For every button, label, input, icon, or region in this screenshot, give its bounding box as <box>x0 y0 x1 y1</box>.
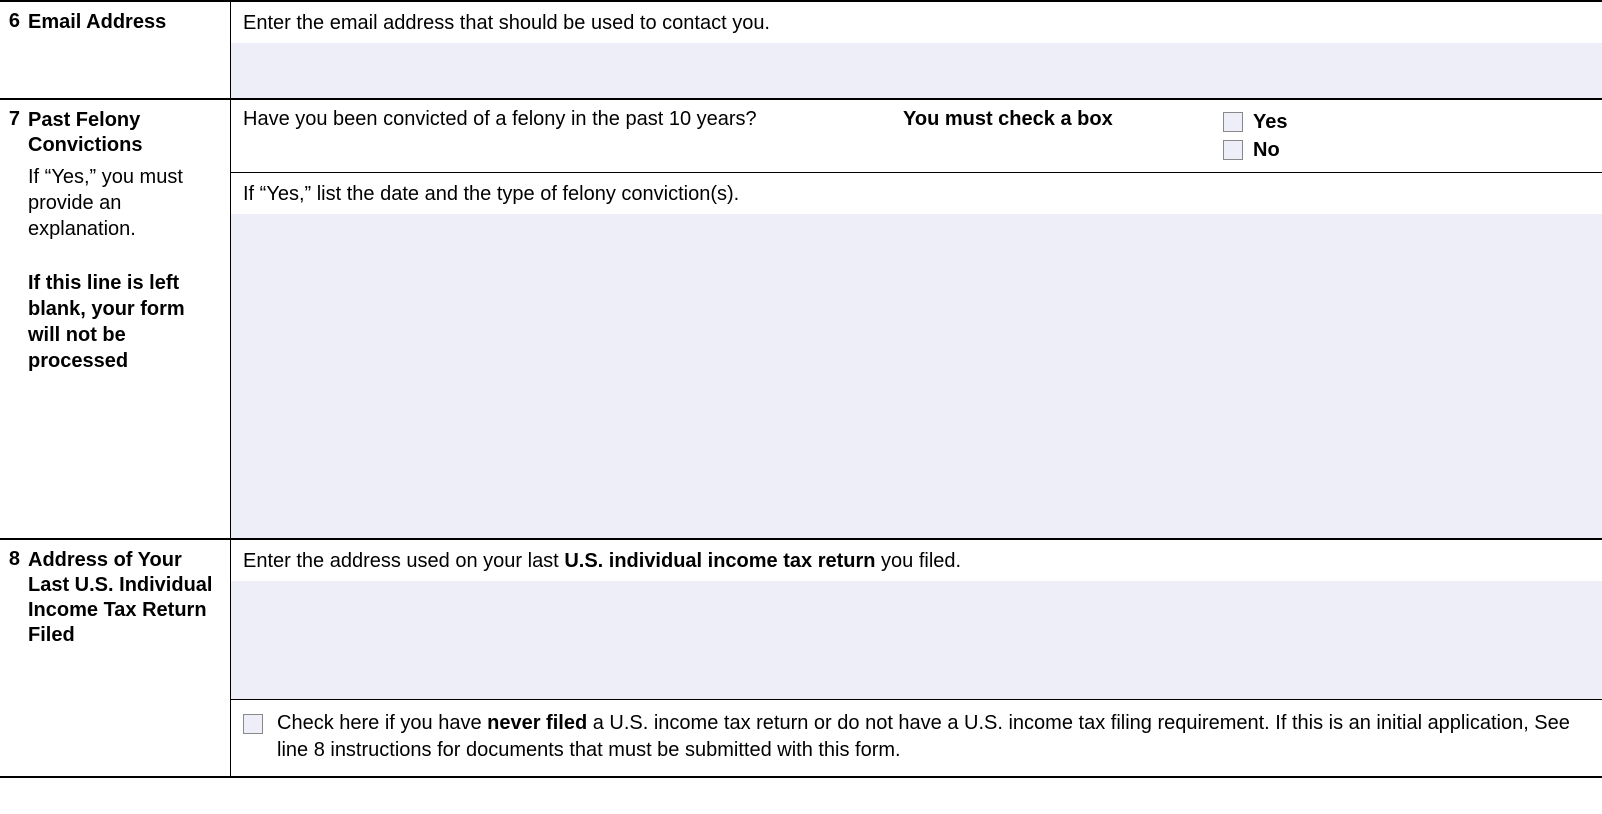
checkbox-no[interactable] <box>1223 140 1243 160</box>
checkbox-no-label: No <box>1253 136 1280 164</box>
row8-number: 8 <box>0 548 26 768</box>
row7-label: 7 Past Felony Convictions If “Yes,” you … <box>0 100 230 538</box>
row-last-return-address: 8 Address of Your Last U.S. Individual I… <box>0 538 1602 778</box>
row7-content: Have you been convicted of a felony in t… <box>230 100 1602 538</box>
row7-must-check: You must check a box <box>903 108 1223 131</box>
checkbox-no-line: No <box>1223 136 1363 164</box>
row8-instruction: Enter the address used on your last U.S.… <box>231 540 1602 581</box>
row8-title: Address of Your Last U.S. Individual Inc… <box>28 548 220 648</box>
row7-question: Have you been convicted of a felony in t… <box>243 108 903 131</box>
form-section: 6 Email Address Enter the email address … <box>0 0 1602 778</box>
row6-instruction: Enter the email address that should be u… <box>231 2 1602 43</box>
row7-if-yes-section: If “Yes,” list the date and the type of … <box>231 172 1602 538</box>
checkbox-yes-label: Yes <box>1253 108 1287 136</box>
row7-number: 7 <box>0 108 26 530</box>
row8-never-bold: never filed <box>487 712 587 734</box>
row7-sub-blank-warning: If this line is left blank, your form wi… <box>28 270 220 374</box>
row6-label: 6 Email Address <box>0 2 230 98</box>
row7-question-bar: Have you been convicted of a felony in t… <box>231 100 1602 172</box>
row8-instruction-bold: U.S. individual income tax return <box>564 550 875 572</box>
row8-never-pre: Check here if you have <box>277 712 487 734</box>
row8-never-filed: Check here if you have never filed a U.S… <box>231 699 1602 776</box>
checkbox-never-filed[interactable] <box>243 714 263 734</box>
row7-sub-if-yes: If “Yes,” you must provide an explanatio… <box>28 164 220 242</box>
checkbox-yes[interactable] <box>1223 112 1243 132</box>
row7-checkboxes: Yes No <box>1223 108 1363 164</box>
email-input-area[interactable] <box>231 43 1602 98</box>
felony-explanation-input[interactable] <box>231 214 1602 538</box>
row8-instruction-pre: Enter the address used on your last <box>243 550 564 572</box>
row6-title: Email Address <box>28 10 220 35</box>
row7-if-yes-instruction: If “Yes,” list the date and the type of … <box>231 173 1602 214</box>
row-past-felony: 7 Past Felony Convictions If “Yes,” you … <box>0 98 1602 538</box>
row7-title: Past Felony Convictions <box>28 108 220 158</box>
row8-never-filed-text: Check here if you have never filed a U.S… <box>277 710 1588 764</box>
row8-instruction-post: you filed. <box>875 550 961 572</box>
row8-content: Enter the address used on your last U.S.… <box>230 540 1602 776</box>
row-email-address: 6 Email Address Enter the email address … <box>0 0 1602 98</box>
checkbox-yes-line: Yes <box>1223 108 1363 136</box>
row8-label: 8 Address of Your Last U.S. Individual I… <box>0 540 230 776</box>
row6-content: Enter the email address that should be u… <box>230 2 1602 98</box>
last-return-address-input[interactable] <box>231 581 1602 699</box>
row6-number: 6 <box>0 10 26 90</box>
